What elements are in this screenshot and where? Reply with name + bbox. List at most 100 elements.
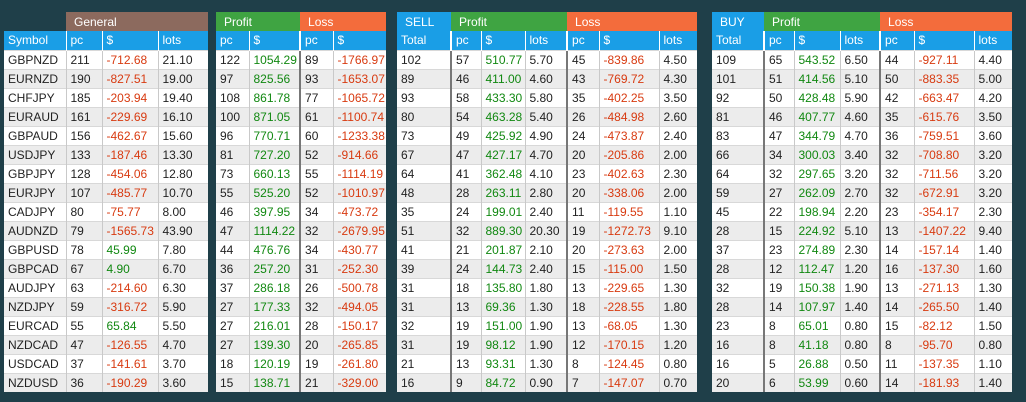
- loss-usd-cell: -769.72: [598, 68, 660, 88]
- table-row[interactable]: 16 5 26.88 0.50 11 -137.35 1.10: [712, 353, 1013, 373]
- table-row[interactable]: 31 13 69.36 1.30 18 -228.55 1.80: [397, 296, 698, 316]
- col-usd[interactable]: $: [598, 31, 660, 50]
- col-usd[interactable]: $: [248, 31, 301, 50]
- table-row[interactable]: CHFJPY 185 -203.94 19.40: [4, 87, 209, 107]
- table-row[interactable]: 28 14 107.97 1.40 14 -265.50 1.40: [712, 296, 1013, 316]
- table-row[interactable]: 35 24 199.01 2.40 11 -119.55 1.10: [397, 201, 698, 221]
- table-row[interactable]: USDCAD 37 -141.61 3.70: [4, 353, 209, 373]
- col-lots[interactable]: lots: [973, 31, 1013, 50]
- table-row[interactable]: GBPCAD 67 4.90 6.70: [4, 258, 209, 278]
- col-pc[interactable]: pc: [299, 31, 334, 50]
- table-row[interactable]: 64 41 362.48 4.10 23 -402.63 2.30: [397, 163, 698, 183]
- table-row[interactable]: 28 12 112.47 1.20 16 -137.30 1.60: [712, 258, 1013, 278]
- col-usd[interactable]: $: [332, 31, 387, 50]
- table-row[interactable]: 47 1114.22 32 -2679.95: [216, 220, 387, 240]
- table-row[interactable]: 27 177.33 32 -494.05: [216, 296, 387, 316]
- table-row[interactable]: 108 861.78 77 -1065.72: [216, 87, 387, 107]
- table-row[interactable]: 92 50 428.48 5.90 42 -663.47 4.20: [712, 87, 1013, 107]
- table-row[interactable]: 122 1054.29 89 -1766.97: [216, 49, 387, 69]
- table-row[interactable]: 81 46 407.77 4.60 35 -615.76 3.50: [712, 106, 1013, 126]
- table-row[interactable]: 37 286.18 26 -500.78: [216, 277, 387, 297]
- col-pc[interactable]: pc: [216, 31, 249, 50]
- table-row[interactable]: 83 47 344.79 4.70 36 -759.51 3.60: [712, 125, 1013, 145]
- col-usd[interactable]: $: [101, 31, 158, 50]
- table-row[interactable]: 97 825.56 93 -1653.07: [216, 68, 387, 88]
- table-row[interactable]: USDJPY 133 -187.46 13.30: [4, 144, 209, 164]
- table-row[interactable]: 31 19 98.12 1.90 12 -170.15 1.20: [397, 334, 698, 354]
- table-row[interactable]: CADJPY 80 -75.77 8.00: [4, 201, 209, 221]
- table-row[interactable]: 37 23 274.89 2.30 14 -157.14 1.40: [712, 239, 1013, 259]
- table-row[interactable]: 67 47 427.17 4.70 20 -205.86 2.00: [397, 144, 698, 164]
- table-row[interactable]: GBPAUD 156 -462.67 15.60: [4, 125, 209, 145]
- table-row[interactable]: 44 476.76 34 -430.77: [216, 239, 387, 259]
- table-row[interactable]: EURAUD 161 -229.69 16.10: [4, 106, 209, 126]
- table-row[interactable]: 41 21 201.87 2.10 20 -273.63 2.00: [397, 239, 698, 259]
- table-row[interactable]: 46 397.95 34 -473.72: [216, 201, 387, 221]
- table-row[interactable]: AUDJPY 63 -214.60 6.30: [4, 277, 209, 297]
- table-row[interactable]: NZDUSD 36 -190.29 3.60: [4, 372, 209, 392]
- table-row[interactable]: 109 65 543.52 6.50 44 -927.11 4.40: [712, 49, 1013, 69]
- profit-pc-cell: 36: [216, 258, 249, 278]
- col-lots[interactable]: lots: [839, 31, 881, 50]
- table-row[interactable]: 55 525.20 52 -1010.97: [216, 182, 387, 202]
- table-row[interactable]: 39 24 144.73 2.40 15 -115.00 1.50: [397, 258, 698, 278]
- symbol-header[interactable]: Symbol: [4, 31, 66, 50]
- table-row[interactable]: NZDJPY 59 -316.72 5.90: [4, 296, 209, 316]
- col-pc[interactable]: pc: [566, 31, 600, 50]
- table-row[interactable]: 48 28 263.11 2.80 20 -338.06 2.00: [397, 182, 698, 202]
- profit-pc-cell: 46: [216, 201, 249, 221]
- col-total[interactable]: Total: [397, 31, 451, 50]
- table-row[interactable]: AUDNZD 79 -1565.73 43.90: [4, 220, 209, 240]
- table-row[interactable]: 64 32 297.65 3.20 32 -711.56 3.20: [712, 163, 1013, 183]
- col-pc[interactable]: pc: [450, 31, 481, 50]
- table-row[interactable]: 20 6 53.99 0.60 14 -181.93 1.40: [712, 372, 1013, 392]
- table-row[interactable]: 102 57 510.77 5.70 45 -839.86 4.50: [397, 49, 698, 69]
- col-usd[interactable]: $: [480, 31, 525, 50]
- usd-cell: 45.99: [101, 239, 158, 259]
- table-row[interactable]: 89 46 411.00 4.60 43 -769.72 4.30: [397, 68, 698, 88]
- loss-usd-cell: -265.85: [332, 334, 387, 354]
- table-row[interactable]: 28 15 224.92 5.10 13 -1407.22 9.40: [712, 220, 1013, 240]
- table-row[interactable]: GBPNZD 211 -712.68 21.10: [4, 49, 209, 69]
- table-row[interactable]: 21 13 93.31 1.30 8 -124.45 0.80: [397, 353, 698, 373]
- col-pc[interactable]: pc: [65, 31, 102, 50]
- table-row[interactable]: 36 257.20 31 -252.30: [216, 258, 387, 278]
- table-row[interactable]: 32 19 151.00 1.90 13 -68.05 1.30: [397, 315, 698, 335]
- table-row[interactable]: 51 32 889.30 20.30 19 -1272.73 9.10: [397, 220, 698, 240]
- table-row[interactable]: 100 871.05 61 -1100.74: [216, 106, 387, 126]
- table-row[interactable]: 80 54 463.28 5.40 26 -484.98 2.60: [397, 106, 698, 126]
- col-lots[interactable]: lots: [524, 31, 568, 50]
- table-row[interactable]: 15 138.71 21 -329.00: [216, 372, 387, 392]
- table-row[interactable]: 45 22 198.94 2.20 23 -354.17 2.30: [712, 201, 1013, 221]
- table-row[interactable]: EURCAD 55 65.84 5.50: [4, 315, 209, 335]
- table-row[interactable]: 96 770.71 60 -1233.38: [216, 125, 387, 145]
- col-pc[interactable]: pc: [879, 31, 915, 50]
- table-row[interactable]: 16 8 41.18 0.80 8 -95.70 0.80: [712, 334, 1013, 354]
- table-row[interactable]: 32 19 150.38 1.90 13 -271.13 1.30: [712, 277, 1013, 297]
- table-row[interactable]: 59 27 262.09 2.70 32 -672.91 3.20: [712, 182, 1013, 202]
- table-row[interactable]: 93 58 433.30 5.80 35 -402.25 3.50: [397, 87, 698, 107]
- table-row[interactable]: 16 9 84.72 0.90 7 -147.07 0.70: [397, 372, 698, 392]
- table-row[interactable]: GBPUSD 78 45.99 7.80: [4, 239, 209, 259]
- col-lots[interactable]: lots: [157, 31, 209, 50]
- table-row[interactable]: NZDCAD 47 -126.55 4.70: [4, 334, 209, 354]
- table-row[interactable]: 73 660.13 55 -1114.19: [216, 163, 387, 183]
- col-usd[interactable]: $: [913, 31, 975, 50]
- col-pc[interactable]: pc: [763, 31, 794, 50]
- table-row[interactable]: EURJPY 107 -485.77 10.70: [4, 182, 209, 202]
- col-total[interactable]: Total: [712, 31, 764, 50]
- table-row[interactable]: 66 34 300.03 3.40 32 -708.80 3.20: [712, 144, 1013, 164]
- table-row[interactable]: EURNZD 190 -827.51 19.00: [4, 68, 209, 88]
- table-row[interactable]: 18 120.19 19 -261.80: [216, 353, 387, 373]
- table-row[interactable]: 101 51 414.56 5.10 50 -883.35 5.00: [712, 68, 1013, 88]
- table-row[interactable]: 27 216.01 28 -150.17: [216, 315, 387, 335]
- table-row[interactable]: 81 727.20 52 -914.66: [216, 144, 387, 164]
- col-usd[interactable]: $: [793, 31, 840, 50]
- table-row[interactable]: 27 139.30 20 -265.85: [216, 334, 387, 354]
- table-row[interactable]: 73 49 425.92 4.90 24 -473.87 2.40: [397, 125, 698, 145]
- table-row[interactable]: 23 8 65.01 0.80 15 -82.12 1.50: [712, 315, 1013, 335]
- col-lots[interactable]: lots: [658, 31, 698, 50]
- symbol-cell: GBPNZD: [4, 49, 66, 69]
- table-row[interactable]: GBPJPY 128 -454.06 12.80: [4, 163, 209, 183]
- table-row[interactable]: 31 18 135.80 1.80 13 -229.65 1.30: [397, 277, 698, 297]
